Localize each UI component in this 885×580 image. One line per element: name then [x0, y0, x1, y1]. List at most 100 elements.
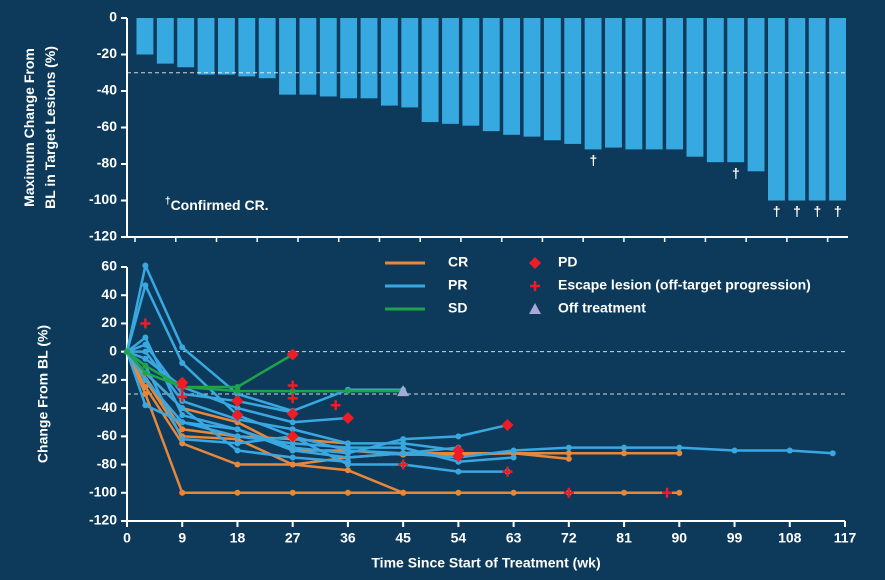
patient-point	[344, 489, 351, 496]
y-tick-label: 60	[101, 258, 117, 274]
bar	[543, 18, 561, 141]
bar	[177, 18, 195, 68]
bar	[360, 18, 378, 99]
y-tick-label: -40	[97, 82, 117, 98]
patient-point	[510, 454, 517, 461]
footnote: †Confirmed CR.	[165, 196, 269, 213]
bar	[625, 18, 643, 150]
patient-point	[565, 455, 572, 462]
patient-point	[344, 458, 351, 465]
bar	[340, 18, 358, 99]
patient-point	[676, 450, 683, 457]
bar	[197, 18, 215, 75]
bar	[442, 18, 459, 124]
patient-point	[400, 444, 407, 451]
patient-line	[127, 350, 459, 452]
patient-line	[125, 351, 680, 495]
bar	[380, 18, 398, 106]
patient-point	[142, 369, 149, 376]
patient-point	[829, 450, 836, 457]
patient-point	[400, 440, 407, 447]
x-tick-label: 36	[340, 530, 356, 546]
patient-point	[234, 440, 241, 447]
x-tick-label: 9	[178, 530, 186, 546]
y-axis-label: Change From BL (%)	[35, 325, 51, 463]
bar	[421, 18, 439, 123]
pd-marker	[231, 395, 244, 408]
patient-point	[400, 450, 407, 457]
bar	[503, 18, 521, 135]
x-tick-label: 27	[285, 530, 301, 546]
patient-point	[142, 282, 149, 289]
patient-point	[565, 450, 572, 457]
value-label: †	[814, 203, 822, 219]
patient-point	[124, 348, 130, 355]
patient-point	[344, 444, 351, 451]
patient-point	[621, 489, 628, 496]
x-tick-label: 18	[230, 530, 246, 546]
patient-point	[234, 383, 241, 390]
bar	[217, 18, 235, 75]
y-tick-label: 20	[101, 314, 117, 330]
value-label: †	[834, 203, 842, 219]
y-tick-label: -100	[89, 191, 117, 207]
y-tick-label: -60	[97, 118, 117, 134]
patient-line	[126, 350, 349, 424]
bar	[768, 18, 785, 201]
pd-marker	[286, 407, 299, 420]
value-label: †	[589, 152, 597, 168]
bar	[482, 18, 500, 132]
patient-point	[731, 447, 738, 454]
patient-point	[142, 391, 149, 397]
bar	[299, 18, 317, 95]
patient-point	[142, 334, 149, 341]
y-tick-label: -120	[89, 512, 117, 528]
patient-point	[289, 489, 296, 496]
patient-point	[179, 436, 186, 443]
off-treatment-marker	[397, 385, 410, 397]
patient-point	[289, 454, 296, 461]
y-tick-label: -80	[97, 155, 117, 171]
patient-point	[234, 433, 241, 440]
off-treatment-marker	[529, 303, 541, 314]
patient-point	[179, 489, 186, 496]
patient-point	[344, 450, 351, 457]
y-tick-label: 40	[101, 286, 117, 302]
patient-point	[234, 405, 241, 412]
patient-point	[621, 444, 628, 451]
y-tick-label: -80	[97, 455, 117, 471]
y-tick-label: -20	[97, 45, 117, 61]
patient-point	[142, 355, 149, 362]
escape-marker	[398, 459, 409, 470]
bar	[584, 18, 602, 150]
escape-marker	[530, 281, 540, 291]
legend-label: Off treatment	[558, 300, 646, 316]
patient-point	[234, 461, 241, 468]
patient-point	[179, 359, 186, 366]
bar	[238, 18, 256, 77]
bar	[523, 18, 541, 137]
patient-point	[234, 388, 241, 395]
y-tick-label: -40	[97, 399, 117, 415]
patient-point	[142, 348, 149, 355]
pd-marker	[286, 430, 299, 443]
x-axis-label: Time Since Start of Treatment (wk)	[371, 555, 600, 571]
escape-marker	[330, 400, 341, 411]
footnote-mark: †	[165, 196, 171, 207]
patient-point	[179, 419, 186, 426]
x-tick-label: 117	[834, 530, 857, 546]
patient-point	[179, 426, 186, 433]
y-axis-label: Maximum Change From BL in Target Lesions …	[21, 46, 58, 209]
y-tick-label: -20	[97, 371, 117, 387]
value-label: †	[793, 203, 801, 219]
patient-point	[400, 489, 407, 496]
patient-point	[455, 489, 462, 496]
x-tick-label: 63	[506, 530, 522, 546]
escape-marker	[177, 391, 188, 402]
patient-point	[344, 388, 351, 395]
patient-point	[142, 383, 149, 390]
legend-label: PD	[558, 254, 577, 270]
value-label: †	[732, 165, 740, 181]
bar	[747, 18, 765, 172]
